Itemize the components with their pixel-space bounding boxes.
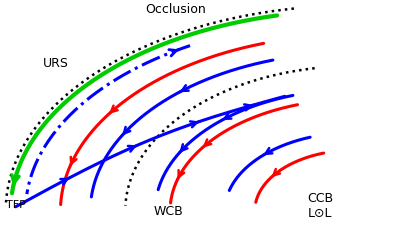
Text: CCB: CCB — [308, 191, 334, 204]
Text: Occlusion: Occlusion — [145, 3, 206, 16]
Text: URS: URS — [42, 57, 68, 70]
Text: TFP: TFP — [6, 199, 26, 209]
Text: L⊙L: L⊙L — [308, 206, 332, 218]
Text: WCB: WCB — [153, 204, 183, 217]
